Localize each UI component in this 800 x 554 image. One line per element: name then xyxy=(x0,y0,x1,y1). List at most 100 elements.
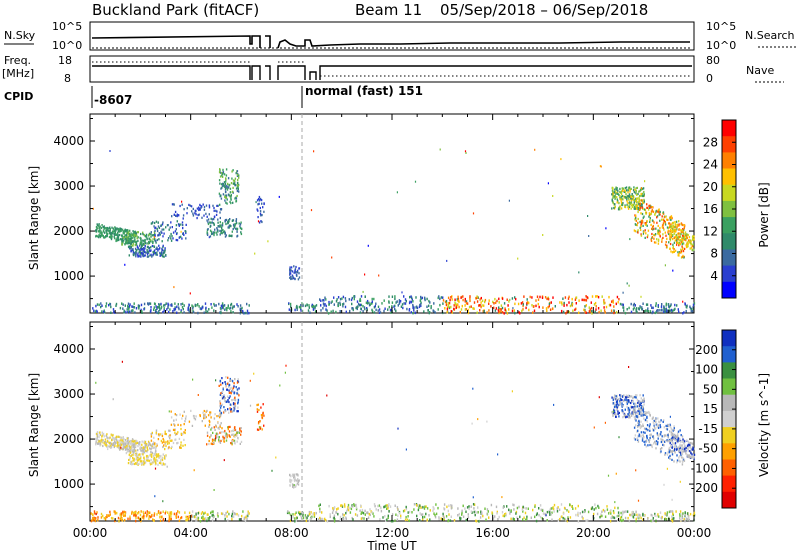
data-cell xyxy=(112,232,114,235)
data-cell xyxy=(293,485,295,488)
data-cell xyxy=(493,302,495,305)
data-cell xyxy=(457,297,460,301)
data-cell xyxy=(658,515,660,518)
data-cell xyxy=(501,297,504,300)
data-cell xyxy=(114,444,116,447)
data-cell xyxy=(443,516,445,519)
data-cell xyxy=(183,233,185,236)
data-cell xyxy=(156,443,158,446)
data-cell xyxy=(170,239,173,242)
data-cell xyxy=(217,225,219,228)
noise-tick-bottom: 10^0 xyxy=(52,39,82,52)
data-cell xyxy=(574,507,577,510)
data-cell xyxy=(479,304,481,307)
data-cell xyxy=(98,223,100,226)
data-cell xyxy=(344,305,347,309)
data-cell xyxy=(224,194,226,197)
data-cell xyxy=(153,436,155,439)
data-cell xyxy=(216,228,219,231)
data-cell xyxy=(147,250,149,253)
data-cell xyxy=(654,213,656,216)
data-cell xyxy=(160,454,162,458)
data-cell xyxy=(181,302,184,306)
data-cell xyxy=(225,432,227,435)
data-cell xyxy=(641,206,644,209)
data-cell xyxy=(646,224,648,227)
data-cell xyxy=(539,295,541,299)
data-cell xyxy=(139,513,142,517)
data-cell xyxy=(552,195,554,197)
data-cell xyxy=(613,409,616,412)
data-cell xyxy=(651,209,653,212)
data-cell xyxy=(652,416,654,419)
data-cell xyxy=(684,303,686,306)
data-cell xyxy=(182,214,185,217)
data-cell xyxy=(524,518,527,521)
data-cell xyxy=(180,427,182,431)
data-cell xyxy=(203,415,205,418)
data-cell xyxy=(128,446,131,449)
data-cell xyxy=(135,449,137,452)
data-cell xyxy=(142,231,144,234)
data-cell xyxy=(563,301,565,305)
data-cell xyxy=(117,234,119,237)
data-cell xyxy=(222,168,224,171)
data-cell xyxy=(126,442,128,445)
data-cell xyxy=(369,513,371,517)
data-cell xyxy=(239,308,241,312)
data-cell xyxy=(235,187,238,190)
data-cell xyxy=(204,517,207,520)
data-cell xyxy=(114,227,117,230)
data-cell xyxy=(230,410,232,413)
data-cell xyxy=(374,504,376,508)
data-cell xyxy=(113,232,115,235)
data-cell xyxy=(148,459,151,462)
data-cell xyxy=(95,228,98,232)
data-cell xyxy=(213,302,215,306)
data-cell xyxy=(181,237,183,240)
data-cell xyxy=(668,222,670,225)
data-cell xyxy=(581,515,583,519)
data-cell xyxy=(167,302,169,306)
data-cell xyxy=(210,230,213,233)
data-cell xyxy=(129,233,131,236)
data-cell xyxy=(494,515,496,518)
data-cell xyxy=(196,516,198,519)
data-cell xyxy=(447,296,450,300)
data-cell xyxy=(616,196,618,199)
data-cell xyxy=(155,308,157,312)
data-cell xyxy=(445,303,448,307)
data-cell xyxy=(677,224,679,227)
data-cell xyxy=(127,232,129,235)
data-cell xyxy=(625,193,627,196)
data-cell xyxy=(127,462,130,465)
data-cell xyxy=(665,518,668,521)
data-cell xyxy=(131,240,133,243)
data-cell xyxy=(667,440,669,443)
data-cell xyxy=(293,475,295,478)
data-cell xyxy=(136,237,138,240)
data-cell xyxy=(414,311,417,315)
data-cell xyxy=(676,243,678,246)
data-cell xyxy=(124,512,126,515)
data-cell xyxy=(159,308,161,311)
data-cell xyxy=(478,520,480,523)
data-cell xyxy=(645,303,648,306)
data-cell xyxy=(621,409,623,412)
data-cell xyxy=(505,512,507,516)
data-cell xyxy=(234,396,236,399)
data-cell xyxy=(640,402,642,405)
data-cell xyxy=(617,514,619,518)
data-cell xyxy=(630,204,632,207)
data-cell xyxy=(363,306,366,309)
data-cell xyxy=(550,507,552,510)
data-cell xyxy=(309,518,312,521)
data-cell xyxy=(228,512,230,516)
data-cell xyxy=(644,411,646,414)
data-cell xyxy=(176,213,178,216)
data-cell xyxy=(627,394,629,397)
data-cell xyxy=(92,516,94,520)
data-cell xyxy=(649,429,651,432)
data-cell xyxy=(256,408,258,411)
data-cell xyxy=(550,301,552,304)
